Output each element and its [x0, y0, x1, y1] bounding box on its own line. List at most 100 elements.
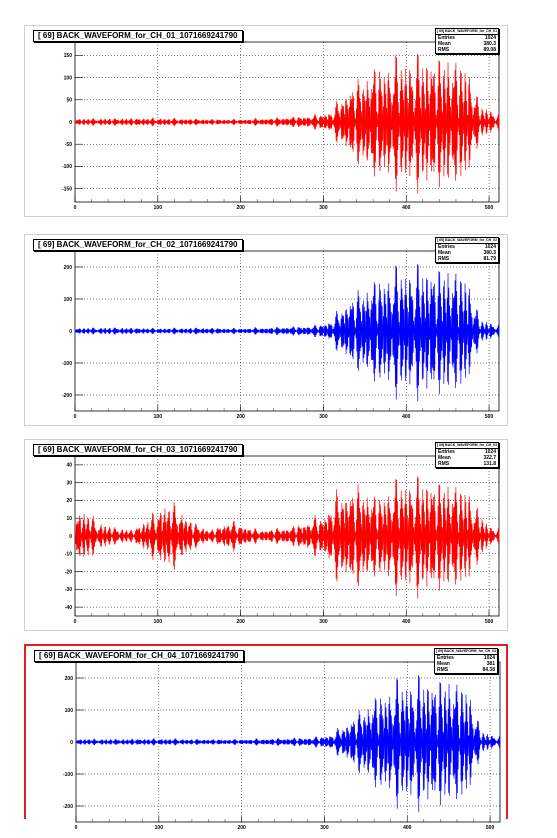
y-tick-label: 100 [64, 75, 73, 81]
y-tick-label: 200 [65, 676, 74, 682]
x-tick-label: 200 [236, 414, 245, 420]
stats-row-rms: RMS 81.79 [436, 256, 498, 262]
chart-title: [ 69] BACK_WAVEFORM_for_CH_01_1071669241… [33, 30, 243, 42]
y-tick-label: 0 [69, 534, 72, 540]
stats-row-entries: Entries 1024 [436, 35, 498, 41]
y-tick-label: -50 [65, 142, 72, 148]
waveform-pad-ch03: 0 100 200 300 400 500 40 30 20 10 0 -10 -20 -30 -40 [ … [24, 439, 508, 631]
stats-label: Mean [438, 41, 451, 47]
y-tick-label: -200 [63, 804, 73, 810]
waveform-pad-ch01: 0 100 200 300 400 500 150 100 50 0 -50 -100 -150 [ 6… [24, 25, 508, 217]
stats-box: [ 69] BACK_WAVEFORM_for_CH_02_1071669241… [435, 237, 499, 263]
stats-row-mean: Mean 322.7 [436, 455, 498, 461]
y-tick-label: -100 [62, 361, 72, 367]
y-tick-label: 40 [66, 463, 72, 469]
x-tick-label: 100 [154, 619, 163, 625]
stats-box: [ 69] BACK_WAVEFORM_for_CH_03_1071669241… [435, 442, 499, 468]
chart-title: [ 69] BACK_WAVEFORM_for_CH_03_1071669241… [33, 444, 243, 456]
x-tick-label: 300 [319, 414, 328, 420]
y-tick-label: -30 [65, 587, 72, 593]
x-tick-label: 300 [319, 619, 328, 625]
y-tick-label: 100 [65, 708, 74, 714]
x-tick-label: 300 [320, 825, 329, 831]
x-tick-label: 0 [74, 205, 77, 211]
waveform-pad-ch02: 0 100 200 300 400 500 200 100 0 -100 -200 [ 69] BA… [24, 234, 508, 426]
stats-value: 1024 [483, 655, 495, 661]
x-tick-label: 0 [74, 619, 77, 625]
x-tick-label: 400 [403, 825, 412, 831]
waveform-series [75, 675, 501, 813]
stats-value: 380.3 [483, 250, 496, 256]
x-tick-label: 300 [319, 205, 328, 211]
stats-value: 380.3 [483, 41, 496, 47]
y-tick-label: -150 [62, 186, 72, 192]
x-tick-label: 200 [236, 619, 245, 625]
x-tick-label: 500 [486, 825, 495, 831]
waveform-plot-ch02: 0 100 200 300 400 500 200 100 0 -100 -200 [62, 250, 500, 420]
x-tick-label: 100 [154, 414, 163, 420]
stats-row-rms: RMS 89.08 [436, 47, 498, 53]
y-tick-label: -40 [65, 605, 72, 611]
stats-row-rms: RMS 84.38 [435, 667, 497, 673]
stats-label: Entries [438, 35, 455, 41]
stats-label: Entries [437, 655, 454, 661]
stats-label: RMS [438, 461, 450, 467]
stats-value: 84.38 [482, 667, 495, 673]
stats-row-entries: Entries 1024 [435, 655, 497, 661]
chart-title: [ 69] BACK_WAVEFORM_for_CH_02_1071669241… [33, 239, 243, 251]
stats-row-entries: Entries 1024 [436, 449, 498, 455]
y-tick-label: -200 [62, 393, 72, 399]
stats-value: 1024 [484, 449, 496, 455]
x-tick-label: 500 [485, 619, 494, 625]
waveform-series [74, 263, 500, 402]
y-tick-label: 0 [69, 329, 72, 335]
stats-header: [ 69] BACK_WAVEFORM_for_CH_01_1071669241… [436, 29, 498, 35]
y-tick-label: -100 [62, 164, 72, 170]
y-tick-label: 200 [64, 265, 73, 271]
x-tick-label: 200 [237, 825, 246, 831]
stats-box: [ 69] BACK_WAVEFORM_for_CH_01_1071669241… [435, 28, 499, 54]
y-tick-label: 30 [66, 480, 72, 486]
y-tick-label: 0 [69, 120, 72, 126]
y-tick-label: 50 [66, 98, 72, 104]
x-tick-label: 500 [485, 414, 494, 420]
x-tick-label: 400 [402, 205, 411, 211]
y-tick-label: -10 [65, 552, 72, 558]
stats-label: RMS [437, 667, 449, 673]
y-tick-label: 0 [70, 740, 73, 746]
stats-label: Entries [438, 244, 455, 250]
x-tick-label: 0 [74, 414, 77, 420]
stats-label: Mean [438, 250, 451, 256]
waveform-plot-ch04: 0 100 200 300 400 500 200 100 0 -100 -200 [63, 661, 501, 831]
stats-row-rms: RMS 131.8 [436, 461, 498, 467]
stats-label: RMS [438, 47, 450, 53]
stats-label: RMS [438, 256, 450, 262]
stats-header: [ 69] BACK_WAVEFORM_for_CH_02_1071669241… [436, 238, 498, 244]
y-tick-label: -20 [65, 569, 72, 575]
stats-header: [ 69] BACK_WAVEFORM_for_CH_04_1071669241… [435, 649, 497, 655]
stats-value: 381 [486, 661, 495, 667]
stats-box: [ 69] BACK_WAVEFORM_for_CH_04_1071669241… [434, 648, 498, 674]
y-tick-label: -100 [63, 772, 73, 778]
stats-row-mean: Mean 380.3 [436, 250, 498, 256]
stats-row-mean: Mean 380.3 [436, 41, 498, 47]
stats-value: 322.7 [483, 455, 496, 461]
y-tick-label: 20 [66, 498, 72, 504]
x-tick-label: 100 [155, 825, 164, 831]
stats-value: 1024 [484, 244, 496, 250]
stats-value: 89.08 [483, 47, 496, 53]
x-tick-label: 100 [154, 205, 163, 211]
stats-label: Mean [438, 455, 451, 461]
stats-value: 1024 [484, 35, 496, 41]
stats-label: Entries [438, 449, 455, 455]
y-tick-label: 150 [64, 53, 73, 59]
x-tick-label: 0 [75, 825, 78, 831]
waveform-pad-ch04[interactable]: 0 100 200 300 400 500 200 100 0 -100 -200 [ 69] BA… [24, 644, 508, 831]
stats-header: [ 69] BACK_WAVEFORM_for_CH_03_1071669241… [436, 443, 498, 449]
x-tick-label: 400 [402, 414, 411, 420]
x-tick-label: 500 [485, 205, 494, 211]
stats-value: 131.8 [483, 461, 496, 467]
x-tick-label: 400 [402, 619, 411, 625]
